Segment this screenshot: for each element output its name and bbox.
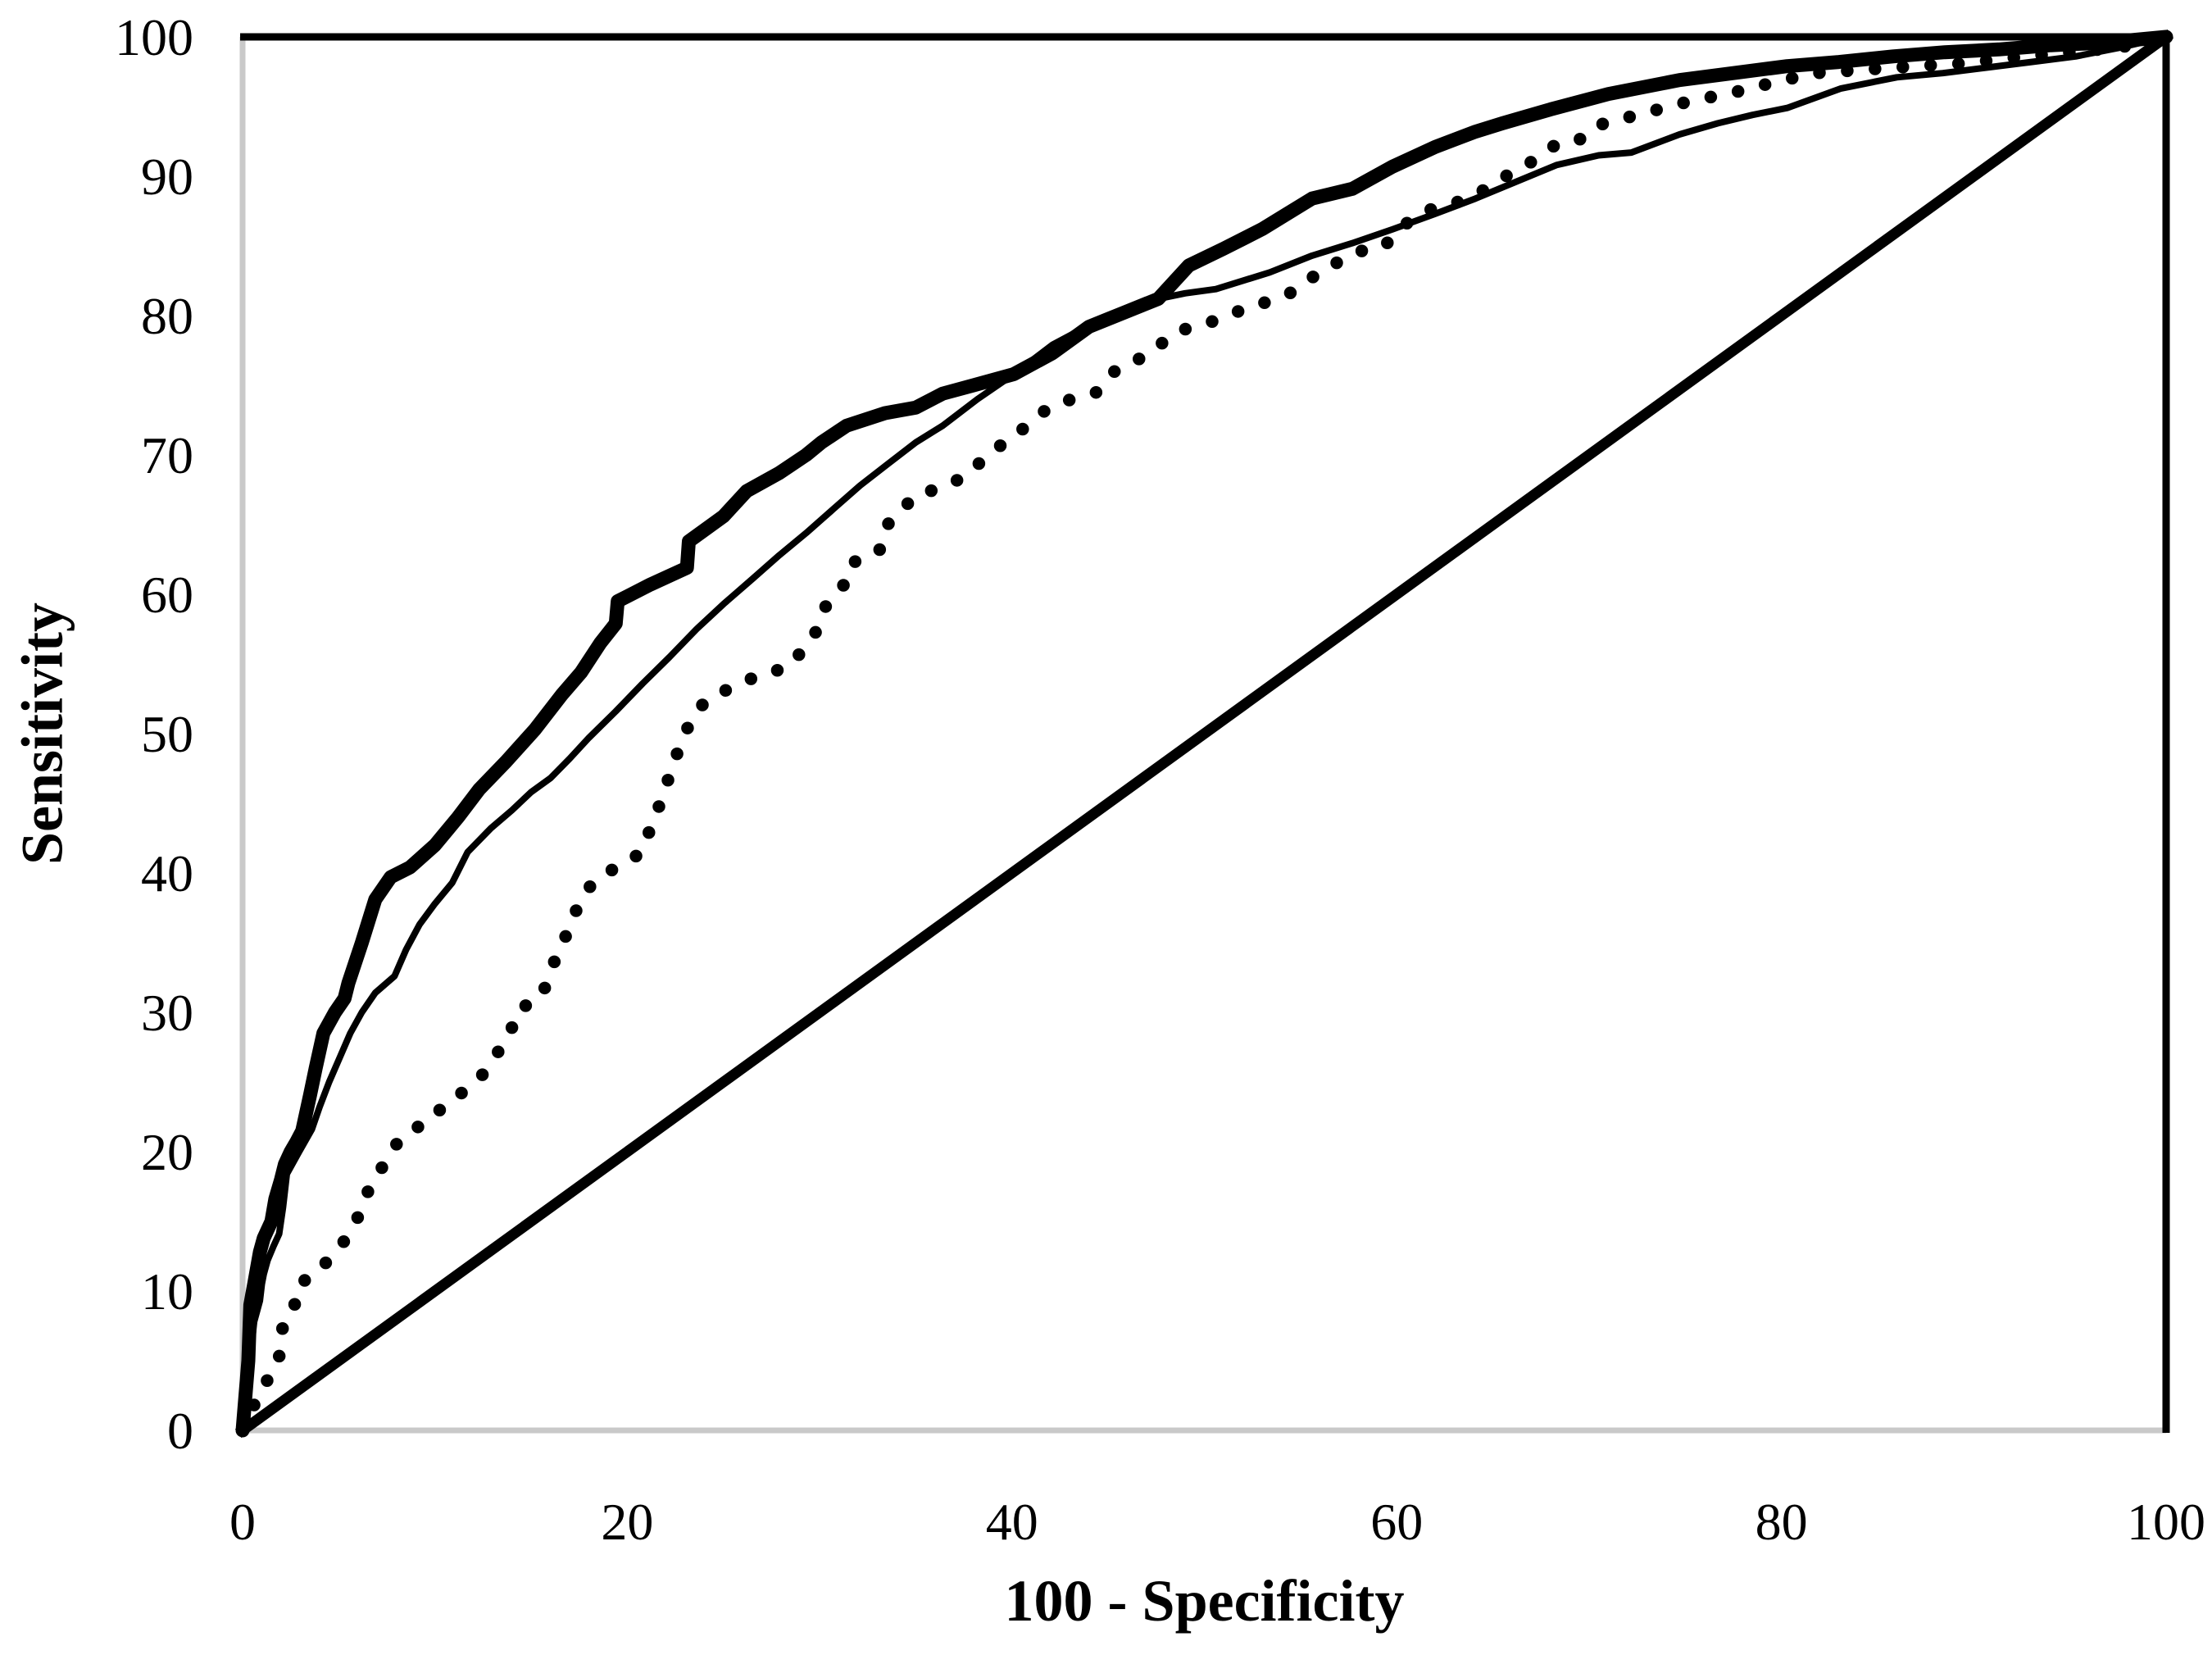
x-tick-label: 100 [2127, 1493, 2205, 1551]
x-tick-label: 20 [601, 1493, 653, 1551]
x-tick-label: 0 [229, 1493, 256, 1551]
y-tick-label: 0 [167, 1402, 193, 1460]
roc-curve-thin-solid [239, 34, 2169, 1434]
x-tick-label: 40 [986, 1493, 1038, 1551]
y-tick-label: 90 [141, 148, 193, 206]
x-tick-label: 80 [1756, 1493, 1808, 1551]
y-tick-label: 70 [141, 426, 193, 484]
x-axis-title: 100 - Specificity [1004, 1568, 1405, 1634]
y-tick-label: 30 [141, 984, 193, 1042]
reference-diagonal [234, 29, 2174, 1439]
y-tick-label: 60 [141, 566, 193, 624]
y-tick-label: 10 [141, 1262, 193, 1321]
y-tick-label: 100 [115, 8, 193, 66]
roc-curve-thick-solid [235, 30, 2173, 1438]
x-tick-label: 60 [1370, 1493, 1423, 1551]
y-tick-label: 50 [141, 705, 193, 763]
y-tick-label: 80 [141, 287, 193, 345]
roc-curve-dotted [236, 30, 2173, 1437]
y-tick-label: 20 [141, 1123, 193, 1181]
y-tick-label: 40 [141, 844, 193, 902]
